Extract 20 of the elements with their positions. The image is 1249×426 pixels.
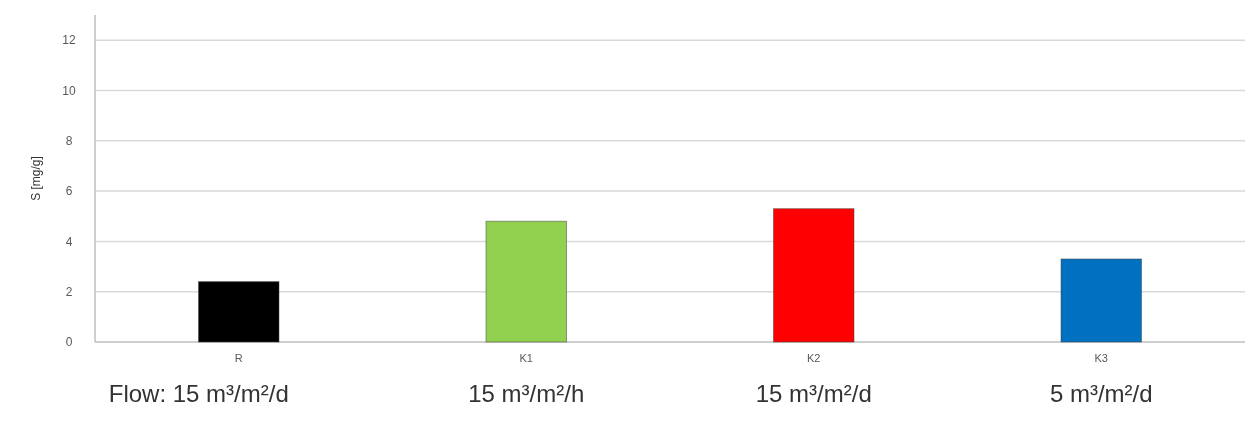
y-tick-label: 4: [65, 234, 73, 249]
text: 15 m³/m²/d: [755, 380, 872, 407]
y-tick-label: 12: [62, 33, 76, 48]
x-tick-label: K2: [807, 352, 821, 364]
x-tick-label: R: [234, 352, 243, 364]
y-tick-label: 10: [62, 83, 76, 98]
text: 5 m³/m²/d: [1049, 380, 1153, 407]
bar: [773, 208, 855, 343]
y-tick-label: 6: [65, 184, 73, 199]
bar: [485, 220, 567, 343]
y-tick-label: 8: [65, 133, 73, 148]
text: Flow: 15 m³/m²/d: [108, 380, 289, 407]
bar: [198, 281, 280, 343]
y-tick-label: 2: [65, 284, 73, 299]
y-axis-title: S [mg/g]: [29, 156, 43, 201]
y-tick-label: 0: [65, 335, 73, 350]
x-tick-label: K3: [1094, 352, 1108, 364]
x-tick-label: K1: [519, 352, 533, 364]
bar: [1060, 258, 1142, 343]
text: 15 m³/m²/h: [468, 380, 585, 407]
